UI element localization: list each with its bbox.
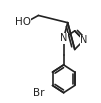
Text: N: N bbox=[80, 35, 88, 45]
Text: HO: HO bbox=[15, 17, 31, 27]
Text: N: N bbox=[60, 33, 67, 43]
Text: Br: Br bbox=[33, 88, 44, 98]
